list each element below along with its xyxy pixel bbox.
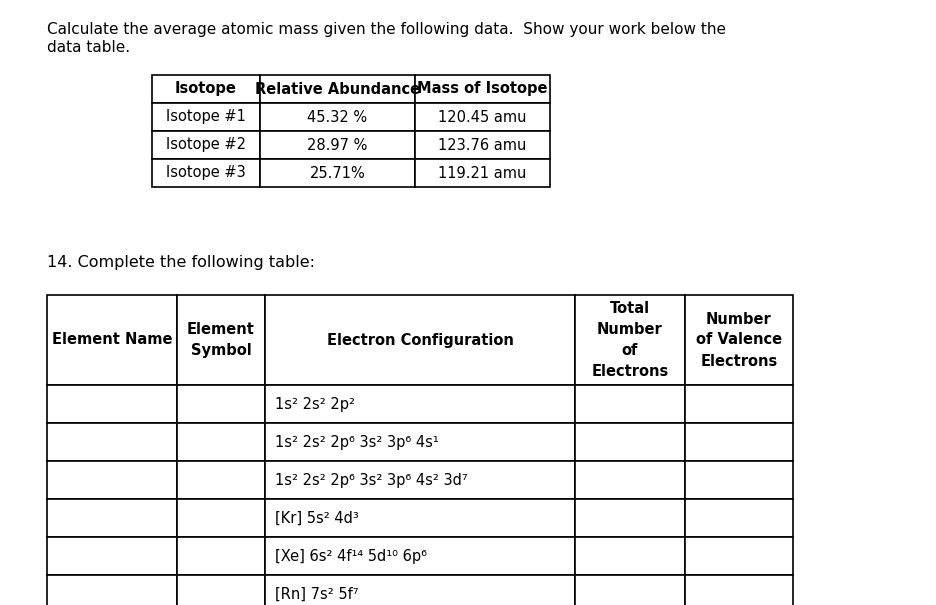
Text: 45.32 %: 45.32 % [307, 110, 367, 125]
Bar [47, 499, 177, 537]
Bar [259, 103, 415, 131]
Bar [259, 75, 415, 103]
Bar [47, 575, 177, 605]
Bar [575, 461, 684, 499]
Bar [152, 131, 259, 159]
Bar [265, 385, 575, 423]
Bar [684, 575, 792, 605]
Bar [265, 423, 575, 461]
Text: Calculate the average atomic mass given the following data.  Show your work belo: Calculate the average atomic mass given … [47, 22, 725, 37]
Bar [152, 75, 259, 103]
Text: 25.71%: 25.71% [309, 166, 365, 180]
Text: Electron Configuration: Electron Configuration [327, 333, 513, 347]
Text: Isotope #1: Isotope #1 [166, 110, 245, 125]
Text: [Rn] 7s² 5f⁷: [Rn] 7s² 5f⁷ [274, 586, 358, 601]
Bar [47, 295, 177, 385]
Text: 119.21 amu: 119.21 amu [438, 166, 526, 180]
Bar [575, 295, 684, 385]
Bar [415, 159, 549, 187]
Bar [265, 537, 575, 575]
Text: Relative Abundance: Relative Abundance [255, 82, 419, 97]
Bar [684, 461, 792, 499]
Bar [47, 385, 177, 423]
Text: Number
of Valence
Electrons: Number of Valence Electrons [695, 312, 782, 368]
Text: 14. Complete the following table:: 14. Complete the following table: [47, 255, 314, 270]
Bar [177, 537, 265, 575]
Text: 120.45 amu: 120.45 amu [438, 110, 526, 125]
Bar [415, 131, 549, 159]
Text: Isotope: Isotope [175, 82, 237, 97]
Text: 1s² 2s² 2p⁶ 3s² 3p⁶ 4s¹: 1s² 2s² 2p⁶ 3s² 3p⁶ 4s¹ [274, 434, 438, 450]
Bar [575, 575, 684, 605]
Text: 28.97 %: 28.97 % [307, 137, 367, 152]
Bar [265, 461, 575, 499]
Bar [265, 499, 575, 537]
Bar [684, 385, 792, 423]
Bar [152, 159, 259, 187]
Bar [415, 103, 549, 131]
Bar [47, 423, 177, 461]
Bar [684, 499, 792, 537]
Bar [575, 537, 684, 575]
Bar [177, 575, 265, 605]
Text: 123.76 amu: 123.76 amu [438, 137, 526, 152]
Bar [684, 537, 792, 575]
Bar [152, 103, 259, 131]
Text: [Xe] 6s² 4f¹⁴ 5d¹⁰ 6p⁶: [Xe] 6s² 4f¹⁴ 5d¹⁰ 6p⁶ [274, 549, 427, 563]
Text: Isotope #2: Isotope #2 [166, 137, 246, 152]
Bar [259, 159, 415, 187]
Bar [684, 423, 792, 461]
Text: 1s² 2s² 2p⁶ 3s² 3p⁶ 4s² 3d⁷: 1s² 2s² 2p⁶ 3s² 3p⁶ 4s² 3d⁷ [274, 473, 467, 488]
Bar [575, 385, 684, 423]
Bar [259, 131, 415, 159]
Bar [684, 295, 792, 385]
Text: Isotope #3: Isotope #3 [166, 166, 245, 180]
Text: Element
Symbol: Element Symbol [187, 322, 255, 358]
Text: Total
Number
of
Electrons: Total Number of Electrons [591, 301, 668, 379]
Bar [575, 499, 684, 537]
Text: 1s² 2s² 2p²: 1s² 2s² 2p² [274, 396, 355, 411]
Bar [47, 537, 177, 575]
Bar [177, 423, 265, 461]
Bar [47, 461, 177, 499]
Bar [177, 385, 265, 423]
Bar [415, 75, 549, 103]
Text: Mass of Isotope: Mass of Isotope [417, 82, 548, 97]
Text: [Kr] 5s² 4d³: [Kr] 5s² 4d³ [274, 511, 358, 526]
Bar [575, 423, 684, 461]
Text: data table.: data table. [47, 40, 130, 55]
Bar [265, 295, 575, 385]
Bar [177, 461, 265, 499]
Text: Element Name: Element Name [51, 333, 172, 347]
Bar [177, 295, 265, 385]
Bar [265, 575, 575, 605]
Bar [177, 499, 265, 537]
